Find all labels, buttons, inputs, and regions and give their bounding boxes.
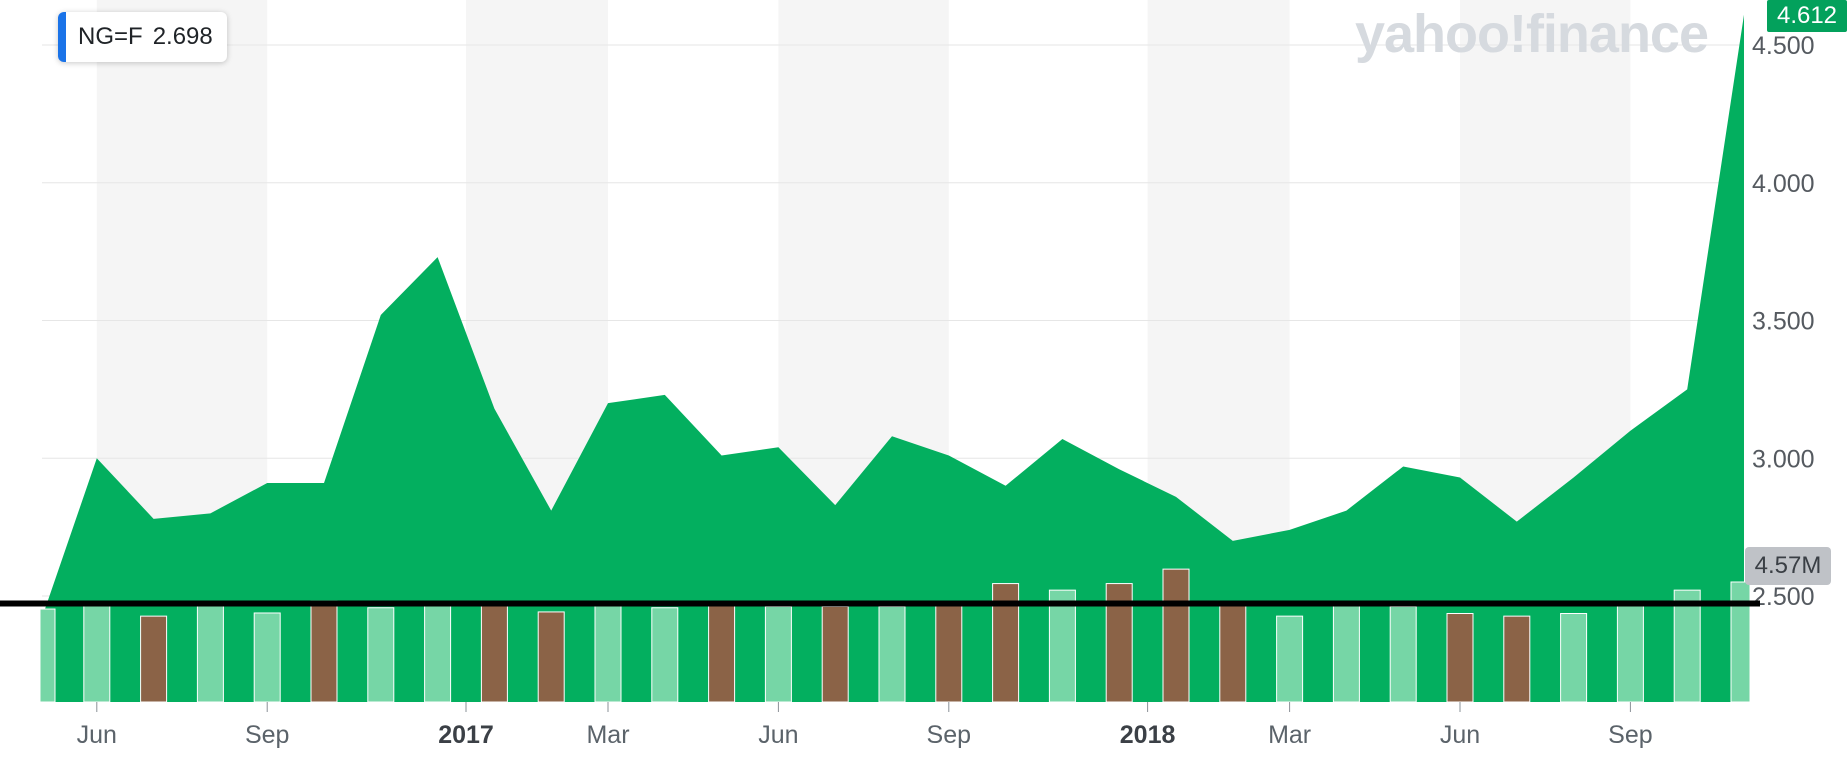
x-axis: Jun Sep 2017 Mar Jun Sep 2018 Mar Jun Sep	[77, 702, 1653, 749]
volume-bar	[821, 605, 849, 703]
x-tick-label: 2017	[438, 721, 494, 749]
volume-bar	[1389, 605, 1417, 703]
volume-bar	[480, 604, 508, 703]
volume-bar	[878, 605, 906, 703]
y-tick-label: 3.500	[1752, 308, 1815, 336]
price-area-layer	[40, 14, 1744, 702]
legend-symbol: NG=F	[78, 23, 143, 50]
volume-bar	[253, 612, 281, 703]
y-tick-label: 2.500	[1752, 583, 1815, 611]
x-tick-label: Mar	[1268, 721, 1311, 749]
y-tick-label: 4.500	[1752, 32, 1815, 60]
volume-bar	[1276, 615, 1304, 703]
volume-bar	[196, 604, 224, 703]
y-tick-label: 3.000	[1752, 445, 1815, 473]
volume-bar	[367, 607, 395, 703]
x-tick-label: Jun	[77, 721, 117, 749]
symbol-legend[interactable]: NG=F 2.698	[58, 12, 227, 62]
volume-tag: 4.57M	[1745, 547, 1831, 585]
x-tick-label: Jun	[1440, 721, 1480, 749]
volume-bar	[1616, 604, 1644, 703]
volume-bar	[424, 604, 452, 703]
volume-bar	[1219, 604, 1247, 703]
series-color-swatch	[58, 12, 66, 62]
volume-bar	[1503, 615, 1531, 703]
volume-bar	[1730, 581, 1751, 703]
volume-bars	[39, 568, 1751, 703]
volume-bar	[1560, 613, 1588, 703]
volume-bar	[1673, 589, 1701, 703]
x-tick-label: Sep	[245, 721, 289, 749]
volume-bar	[537, 611, 565, 703]
y-tick-label: 4.000	[1752, 170, 1815, 198]
last-price-tag: 4.612	[1767, 0, 1847, 32]
volume-bar	[140, 615, 168, 703]
volume-bar	[1048, 589, 1076, 703]
volume-bar	[1332, 603, 1360, 703]
volume-bar	[708, 601, 736, 703]
volume-bar	[310, 600, 338, 703]
x-tick-label: Mar	[586, 721, 629, 749]
yahoo-finance-watermark: yahoo!finance	[1355, 4, 1708, 64]
volume-bar	[651, 607, 679, 703]
volume-bar	[935, 604, 963, 703]
volume-bar	[764, 605, 792, 703]
x-tick-label: Sep	[1608, 721, 1652, 749]
volume-bar	[594, 604, 622, 703]
x-tick-label: 2018	[1120, 721, 1176, 749]
x-tick-label: Sep	[927, 721, 971, 749]
volume-bar	[1446, 613, 1474, 703]
legend-value: 2.698	[152, 23, 213, 50]
volume-bar	[83, 604, 111, 703]
price-area	[40, 14, 1744, 702]
volume-bar	[39, 608, 56, 703]
y-axis: 2.500 3.000 3.500 4.000 4.500	[1752, 32, 1815, 611]
volume-bar	[1162, 568, 1190, 703]
x-tick-label: Jun	[758, 721, 798, 749]
